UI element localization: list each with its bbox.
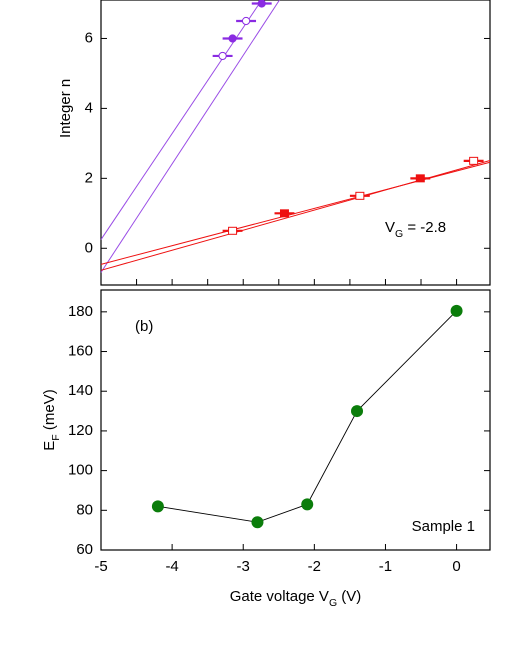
x-tick-label: -4 (165, 558, 178, 575)
y-tick-label: 100 (68, 462, 93, 479)
y-axis-label: Integer n (57, 79, 74, 138)
data-point (355, 191, 365, 200)
x-axis-label-part: G (329, 597, 337, 609)
data-point (279, 209, 289, 218)
y-tick-label: 4 (85, 99, 93, 116)
x-tick-label: -5 (94, 558, 107, 575)
annotation-part: = -2.8 (403, 219, 446, 236)
fit-line (100, 160, 491, 271)
y-tick-label: 120 (68, 422, 93, 439)
y-tick-label: 0 (85, 239, 93, 256)
x-tick-label: -3 (237, 558, 250, 575)
data-point (228, 34, 237, 43)
data-point (415, 174, 425, 183)
x-tick-label: 0 (452, 558, 460, 575)
y-axis-label-part: F (50, 434, 62, 440)
data-point (469, 156, 479, 165)
data-point (301, 498, 314, 511)
data-point (218, 51, 227, 61)
fit-line (100, 0, 263, 240)
y-tick-label: 80 (76, 501, 93, 518)
data-point (257, 0, 266, 8)
data-point (450, 304, 463, 317)
data-point (251, 516, 264, 529)
y-tick-label: 60 (76, 541, 93, 558)
y-tick-label: 140 (68, 382, 93, 399)
plot-frame (100, 289, 491, 551)
annotation: (b) (135, 318, 153, 335)
annotation-part: V (385, 219, 395, 236)
y-axis-label-part: (meV) (41, 389, 58, 434)
data-point (228, 226, 238, 235)
x-axis-label-part: (V) (337, 588, 361, 605)
annotation: Sample 1 (412, 518, 475, 535)
y-axis-label: EF (meV) (41, 389, 62, 450)
fit-line (100, 161, 491, 265)
fit-line (100, 0, 280, 273)
x-tick-label: -2 (308, 558, 321, 575)
annotation-part: G (395, 228, 403, 240)
plot-frame (100, 0, 491, 286)
annotation: VG = -2.8 (385, 219, 446, 240)
y-axis-label-part: Integer n (57, 79, 74, 138)
data-point (241, 16, 251, 26)
y-tick-label: 2 (85, 169, 93, 186)
x-axis-label: Gate voltage VG (V) (230, 588, 362, 609)
x-axis-label-part: Gate voltage V (230, 588, 329, 605)
y-tick-label: 6 (85, 29, 93, 46)
y-tick-label: 160 (68, 342, 93, 359)
data-line (157, 310, 457, 523)
y-tick-label: 180 (68, 303, 93, 320)
data-point (151, 500, 164, 513)
y-axis-label-part: E (41, 441, 58, 451)
x-tick-label: -1 (379, 558, 392, 575)
data-point (351, 405, 364, 418)
